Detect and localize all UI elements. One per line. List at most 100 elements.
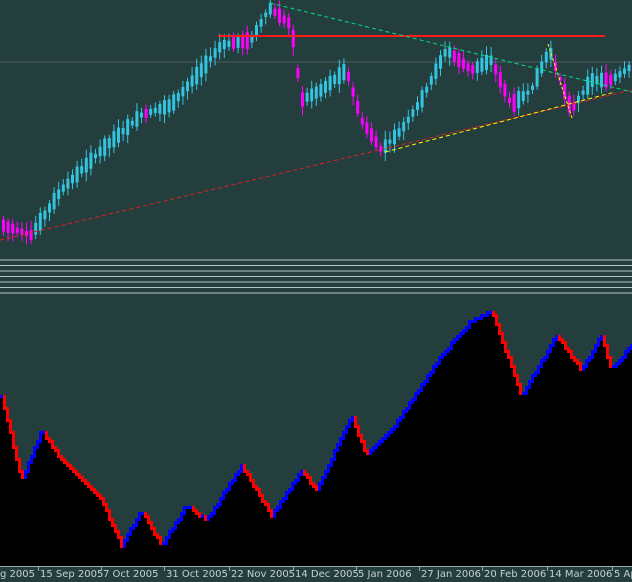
indicator-step xyxy=(120,536,123,548)
candle-body xyxy=(388,139,392,144)
indicator-step xyxy=(519,383,522,395)
indicator-step xyxy=(480,314,483,320)
indicator-step xyxy=(246,470,249,476)
indicator-step xyxy=(108,509,111,521)
candle-body xyxy=(130,120,134,126)
indicator-step xyxy=(39,431,42,443)
indicator-step xyxy=(3,395,6,410)
indicator-step xyxy=(459,332,462,338)
indicator-step xyxy=(249,473,252,482)
indicator-step xyxy=(159,536,162,545)
axis-date-label: 15 Sep 2005 xyxy=(40,569,104,580)
candle-body xyxy=(135,111,139,127)
indicator-step xyxy=(189,506,192,509)
indicator-step xyxy=(228,482,231,491)
candle-body xyxy=(498,72,502,88)
indicator-step xyxy=(117,530,120,539)
candle-body xyxy=(508,97,511,104)
axis-date-label: g 2005 xyxy=(0,569,35,580)
candle-body xyxy=(84,157,88,173)
indicator-step xyxy=(390,428,393,434)
indicator-step xyxy=(531,374,534,383)
indicator-step xyxy=(378,440,381,446)
candle-body xyxy=(278,8,281,23)
indicator-step xyxy=(48,437,51,443)
indicator-step xyxy=(393,425,396,431)
indicator-step xyxy=(231,479,234,485)
candle-body xyxy=(181,87,185,97)
indicator-step xyxy=(264,500,267,506)
candle-body xyxy=(333,74,337,85)
price-chart[interactable] xyxy=(0,0,632,566)
axis-date-label: 5 Ap xyxy=(614,569,632,580)
candle-body xyxy=(540,61,544,74)
indicator-step xyxy=(51,440,54,449)
indicator-step xyxy=(492,311,495,317)
candle-body xyxy=(287,17,291,29)
candle-body xyxy=(517,90,521,109)
candle-body xyxy=(310,88,314,102)
candle-body xyxy=(595,75,599,85)
indicator-step xyxy=(600,335,603,341)
candle-body xyxy=(190,75,194,87)
indicator-step xyxy=(618,359,621,365)
indicator-step xyxy=(291,482,294,491)
candle-body xyxy=(140,112,143,118)
candle-body xyxy=(416,102,419,110)
indicator-step xyxy=(18,458,21,473)
candle-body xyxy=(48,203,51,213)
indicator-step xyxy=(366,449,369,455)
candle-body xyxy=(613,73,617,82)
indicator-step xyxy=(204,515,207,521)
candle-body xyxy=(526,90,530,95)
indicator-step xyxy=(312,482,315,488)
indicator-step xyxy=(93,488,96,494)
indicator-step xyxy=(495,314,498,326)
indicator-step xyxy=(132,524,135,530)
indicator-step xyxy=(126,533,129,542)
indicator-step xyxy=(105,503,108,512)
candle-body xyxy=(360,118,364,125)
candle-body xyxy=(6,221,10,233)
indicator-step xyxy=(549,344,552,353)
indicator-step xyxy=(162,542,165,545)
indicator-step xyxy=(42,431,45,434)
candle-body xyxy=(107,138,111,149)
indicator-step xyxy=(591,350,594,359)
candle-body xyxy=(259,19,263,27)
indicator-step xyxy=(180,512,183,521)
indicator-step xyxy=(234,473,237,482)
candle-body xyxy=(429,76,433,85)
indicator-step xyxy=(525,386,528,395)
indicator-step xyxy=(483,314,486,317)
candle-body xyxy=(337,67,341,85)
indicator-step xyxy=(6,407,9,422)
indicator-step xyxy=(402,410,405,419)
indicator-step xyxy=(423,380,426,386)
indicator-step xyxy=(69,464,72,470)
candle-body xyxy=(232,37,235,49)
indicator-step xyxy=(375,443,378,449)
indicator-step xyxy=(15,446,18,461)
indicator-step xyxy=(336,443,339,452)
candle-body xyxy=(71,174,74,184)
indicator-step xyxy=(609,356,612,368)
indicator-step xyxy=(147,515,150,524)
indicator-step xyxy=(129,527,132,536)
axis-tick xyxy=(547,566,548,571)
indicator-step xyxy=(381,437,384,443)
candle-body xyxy=(609,74,613,86)
axis-tick xyxy=(164,566,165,571)
indicator-step xyxy=(171,527,174,533)
candle-body xyxy=(563,84,567,99)
indicator-step xyxy=(153,527,156,536)
candle-body xyxy=(512,94,516,112)
indicator-step xyxy=(273,509,276,518)
indicator-step xyxy=(408,401,411,410)
indicator-step xyxy=(510,356,513,368)
indicator-step xyxy=(612,365,615,368)
indicator-step xyxy=(45,431,48,440)
indicator-step xyxy=(27,461,30,473)
indicator-step xyxy=(240,464,243,473)
